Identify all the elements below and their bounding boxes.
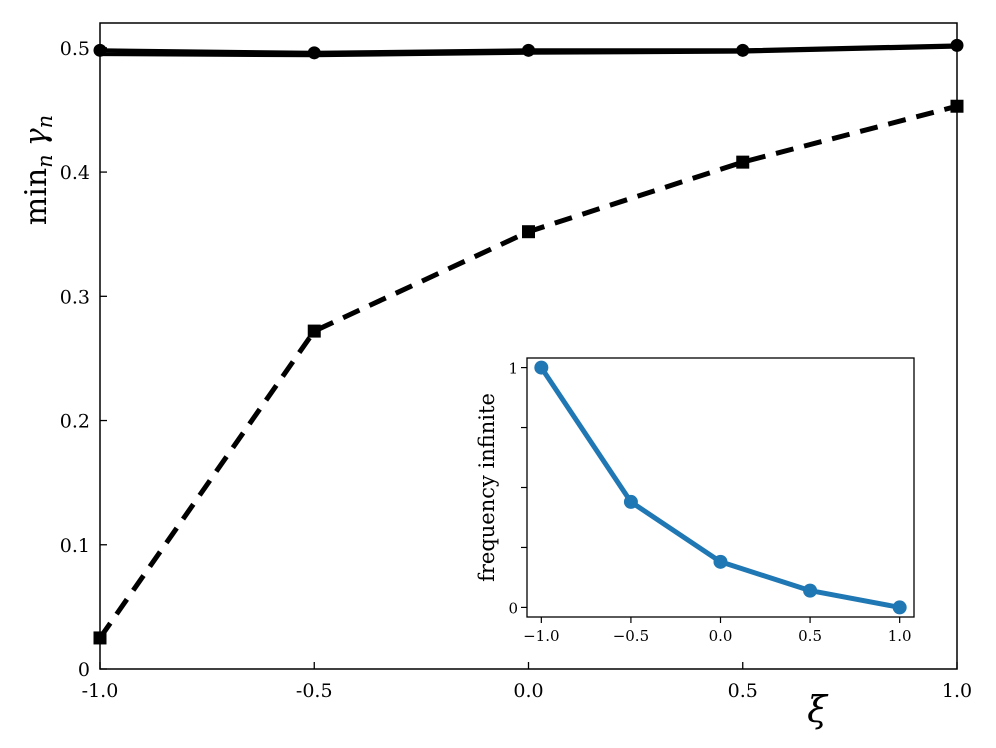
main-series-0-point — [522, 43, 535, 57]
main-x-tick-label: -0.5 — [296, 680, 333, 702]
main-y-tick-label: 0.1 — [60, 535, 90, 557]
inset-series-layer — [534, 360, 907, 615]
main-y-axis-label-gamma-sub: n — [33, 115, 57, 129]
main-y-axis-label: minnγn — [19, 115, 57, 225]
main-x-tick-label: 1.0 — [942, 680, 972, 702]
inset-y-tick-label: 1 — [508, 360, 518, 378]
main-series-layer — [93, 38, 964, 645]
main-x-tick-label: -1.0 — [82, 680, 119, 702]
inset-plot: −1.0 −0.5 0.0 0.5 1.0 0 1 frequency infinite — [475, 357, 915, 645]
main-y-tick-label: 0 — [78, 659, 90, 681]
main-x-tick-label: 0.5 — [728, 680, 758, 702]
inset-series-0-point — [892, 600, 907, 615]
main-y-tick-label: 0.2 — [60, 411, 90, 433]
inset-x-tick-label: 0.0 — [709, 627, 733, 645]
inset-series-0-point — [623, 494, 638, 509]
inset-x-tick-label: 1.0 — [888, 627, 912, 645]
main-y-tick-label: 0.5 — [60, 38, 90, 60]
main-y-axis-label-min-sub: n — [33, 154, 57, 168]
inset-x-tick-label: 0.5 — [798, 627, 822, 645]
inset-series-0-point — [534, 360, 549, 375]
main-x-tick-label: 0.0 — [513, 680, 543, 702]
main-series-0-point — [307, 46, 321, 60]
inset-y-axis-label: frequency infinite — [475, 393, 499, 582]
inset-x-tick-label: −1.0 — [523, 627, 559, 645]
inset-ticks: −1.0 −0.5 0.0 0.5 1.0 0 1 — [508, 360, 911, 645]
main-y-axis-label-gamma: γ — [19, 128, 54, 146]
main-series-2-point — [522, 225, 535, 239]
main-ticks: -1.0 -0.5 0.0 0.5 1.0 0 0.1 0.2 0.3 0.4 0.5 — [60, 38, 972, 702]
main-y-tick-label: 0.3 — [60, 286, 90, 308]
main-series-2-point — [307, 324, 321, 338]
main-series-2-point — [736, 155, 750, 169]
main-y-axis-label-min: min — [19, 168, 54, 225]
main-series-1-line — [99, 44, 958, 58]
main-y-tick-label: 0.4 — [60, 162, 90, 184]
inset-x-tick-label: −0.5 — [613, 627, 649, 645]
inset-series-0-point — [713, 554, 728, 569]
inset-background — [527, 358, 914, 617]
main-x-axis-label: ξ — [807, 690, 829, 731]
inset-y-tick-label: 0 — [508, 599, 518, 617]
inset-series-0-point — [803, 583, 818, 598]
main-plot: -1.0 -0.5 0.0 0.5 1.000.10.20.30.40.5 ξ minn… — [19, 22, 972, 731]
